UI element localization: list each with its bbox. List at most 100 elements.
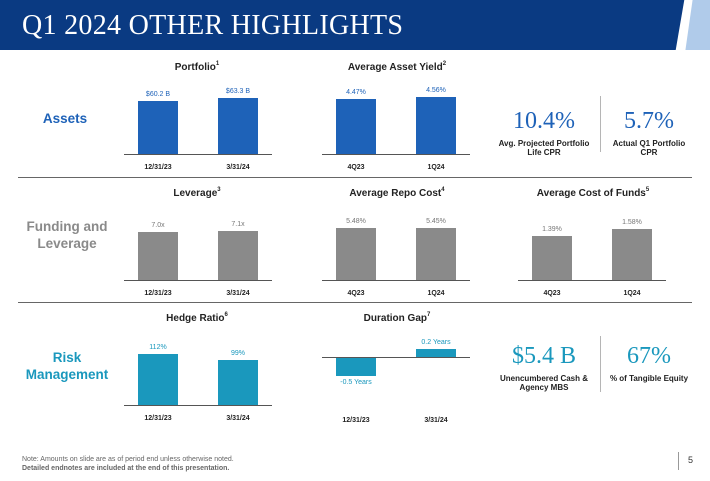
chart-duration-gap: Duration Gap7 -0.5 Years 12/31/23 0.2 Years…: [318, 312, 476, 424]
kpi-value: 5.7%: [624, 108, 674, 134]
chart-bar: [138, 353, 178, 405]
chart-title-text: Average Asset Yield: [347, 62, 443, 73]
chart-title-text: Leverage: [173, 188, 218, 199]
kpi-value: $5.4 B: [511, 343, 576, 369]
section-label-risk: Risk Management: [25, 350, 109, 382]
slide-title: Q1 2024 OTHER HIGHLIGHTS: [22, 10, 404, 41]
page-number-separator: [678, 452, 679, 470]
chart-title-text: Average Repo Cost: [349, 188, 442, 199]
chart-cost-funds: Average Cost of Funds5 1.39% 4Q23 1.58% 1Q24: [508, 187, 678, 298]
chart-title-text: Average Cost of Funds: [536, 188, 646, 199]
data-label: 7.0x: [151, 221, 165, 229]
chart-bar: [218, 97, 258, 154]
chart-bar: [336, 98, 376, 154]
footnote-marker: 5: [645, 187, 650, 193]
chart-title: Hedge Ratio6: [122, 312, 272, 324]
chart-title-text: Portfolio: [174, 62, 216, 73]
chart-baseline: [322, 154, 470, 155]
kpi-value: 67%: [627, 343, 671, 369]
chart-bar: [138, 231, 178, 280]
chart-title: Average Asset Yield2: [318, 61, 476, 73]
chart-baseline: [124, 154, 272, 155]
kpi-separator: [600, 336, 601, 392]
tick-label: 3/31/24: [226, 290, 250, 297]
chart-asset-yield: Average Asset Yield2 4.47% 4Q23 4.56% 1Q24: [318, 61, 476, 172]
kpi-label: Actual Q1 Portfolio CPR: [612, 139, 686, 157]
chart-bar: [336, 357, 376, 376]
brand-mark-icon: [675, 0, 710, 50]
data-label: 7.1x: [231, 220, 245, 228]
tick-label: 3/31/24: [424, 417, 448, 424]
section-divider: [18, 177, 692, 178]
tick-label: 3/31/24: [226, 164, 250, 171]
footnote-marker: 1: [215, 61, 220, 67]
data-label: 99%: [230, 349, 245, 357]
footnote-marker: 6: [224, 312, 228, 318]
chart-title-text: Hedge Ratio: [166, 313, 225, 324]
data-label: $60.2 B: [145, 90, 171, 98]
chart-baseline: [124, 280, 272, 281]
chart-title: Leverage3: [122, 187, 272, 199]
tick-label: 1Q24: [427, 290, 445, 297]
tick-label: 12/31/23: [144, 290, 172, 297]
footnote: Note: Amounts on slide are as of period …: [22, 455, 234, 473]
chart-bar: [416, 349, 456, 357]
kpi-cpr-projected: 10.4% Avg. Projected Portfolio Life CPR: [492, 108, 596, 157]
chart-baseline: [322, 280, 470, 281]
footnote-marker: 7: [427, 312, 431, 318]
slide-header: Q1 2024 OTHER HIGHLIGHTS: [0, 0, 710, 50]
chart-title: Average Cost of Funds5: [508, 187, 678, 199]
chart-hedge-ratio: Hedge Ratio6 112% 12/31/23 99% 3/31/24: [122, 312, 272, 423]
chart-title: Duration Gap7: [318, 312, 476, 324]
tick-label: 12/31/23: [342, 417, 370, 424]
footnote-marker: 3: [217, 187, 221, 193]
tick-label: 3/31/24: [226, 415, 250, 422]
data-label: 1.58%: [622, 219, 642, 227]
tick-label: 1Q24: [623, 290, 641, 297]
chart-baseline: [518, 280, 666, 281]
section-label-funding: Funding and Leverage: [26, 219, 108, 251]
tick-label: 1Q24: [427, 164, 445, 171]
data-label: 5.45%: [426, 218, 446, 226]
chart-bar: [138, 100, 178, 154]
data-label: 1.39%: [542, 225, 562, 233]
chart-baseline: [124, 405, 272, 406]
section-divider: [18, 302, 692, 303]
kpi-unencumbered: $5.4 B Unencumbered Cash & Agency MBS: [492, 343, 596, 392]
tick-label: 12/31/23: [144, 415, 172, 422]
kpi-label: Avg. Projected Portfolio Life CPR: [498, 139, 590, 157]
data-label: 112%: [149, 343, 167, 351]
chart-bar: [336, 227, 376, 280]
kpi-cpr-actual: 5.7% Actual Q1 Portfolio CPR: [606, 108, 692, 157]
chart-bar: [612, 229, 652, 280]
tick-label: 4Q23: [347, 164, 365, 171]
data-label: -0.5 Years: [340, 379, 372, 386]
footnote-line: Note: Amounts on slide are as of period …: [22, 456, 234, 463]
chart-title: Portfolio1: [122, 61, 272, 73]
footnote-marker: 4: [441, 187, 445, 193]
data-label: 5.48%: [346, 217, 366, 225]
chart-bar: [416, 97, 456, 154]
chart-portfolio: Portfolio1 $60.2 B 12/31/23 $63.3 B 3/31/24: [122, 61, 272, 172]
data-label: 0.2 Years: [421, 339, 451, 347]
chart-leverage: Leverage3 7.0x 12/31/23 7.1x 3/31/24: [122, 187, 272, 298]
data-label: 4.47%: [346, 88, 366, 96]
tick-label: 4Q23: [543, 290, 561, 297]
footnote-marker: 2: [442, 61, 447, 67]
data-label: $63.3 B: [225, 87, 251, 95]
chart-bar: [532, 235, 572, 280]
chart-bar: [218, 359, 258, 405]
footnote-line: Detailed endnotes are included at the en…: [22, 465, 230, 472]
kpi-label: Unencumbered Cash & Agency MBS: [499, 374, 589, 392]
chart-repo-cost: Average Repo Cost4 5.48% 4Q23 5.45% 1Q24: [318, 187, 476, 298]
tick-label: 12/31/23: [144, 164, 172, 171]
chart-bar: [416, 228, 456, 280]
kpi-label: % of Tangible Equity: [609, 374, 689, 383]
page-number: 5: [688, 455, 694, 465]
kpi-value: 10.4%: [513, 108, 575, 134]
kpi-separator: [600, 96, 601, 152]
chart-bar: [218, 230, 258, 280]
section-label-assets: Assets: [42, 111, 88, 126]
chart-title-text: Duration Gap: [363, 313, 427, 324]
tick-label: 4Q23: [347, 290, 365, 297]
